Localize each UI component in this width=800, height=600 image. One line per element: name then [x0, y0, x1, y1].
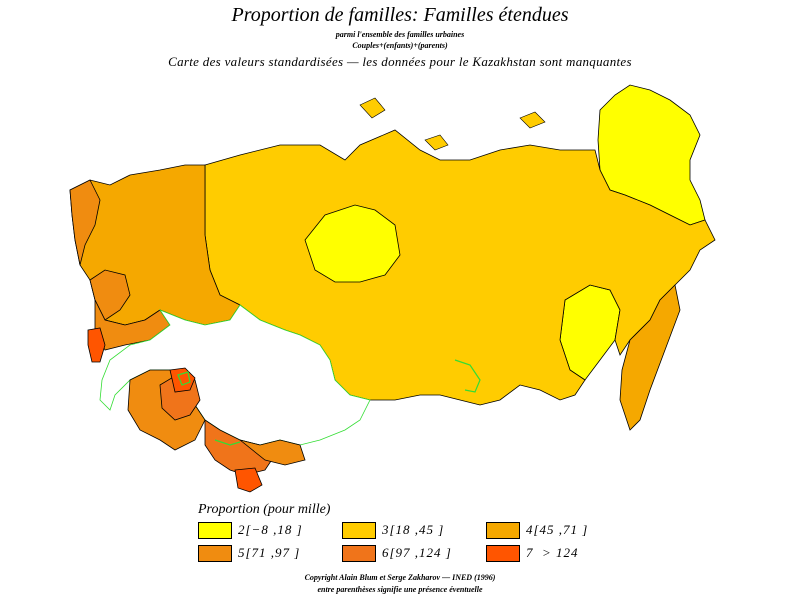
- legend-label-class7: 7 > 124: [526, 545, 579, 560]
- legend-swatch-class6: [342, 544, 376, 562]
- copyright: Copyright Alain Blum et Serge Zakharov —…: [304, 573, 496, 582]
- region-tajikistan: [204, 419, 276, 476]
- arctic-island-3: [519, 111, 546, 129]
- subtitle-note: Carte des valeurs standardisées — les do…: [168, 54, 632, 69]
- arctic-island-2: [424, 134, 449, 151]
- legend: 2[−8 ,18 ] 3[18 ,45 ] 4[45 ,71 ] 5[71 ,9…: [198, 521, 618, 565]
- region-gorno-badakhshan: [234, 467, 263, 493]
- legend-label-class5: 5[71 ,97 ]: [238, 545, 301, 560]
- aral-sea: [177, 371, 191, 386]
- legend-item-class5: 5[71 ,97 ]: [198, 544, 300, 562]
- lake-baikal: [454, 359, 481, 393]
- legend-title: Proportion (pour mille): [198, 502, 331, 517]
- subtitle-population: parmi l'ensemble des familles urbaines: [335, 30, 465, 39]
- legend-item-class6: 6[97 ,124 ]: [342, 544, 452, 562]
- footnote: entre parenthèses signifie une présence …: [317, 585, 483, 594]
- region-kyrgyzstan: [239, 439, 306, 466]
- legend-item-class7: 7 > 124: [486, 544, 579, 562]
- legend-label-class4: 4[45 ,71 ]: [526, 522, 589, 537]
- legend-item-class3: 3[18 ,45 ]: [342, 521, 444, 539]
- subtitle-definition: Couples+(enfants)+(parents): [352, 41, 448, 50]
- legend-swatch-class4: [486, 521, 520, 539]
- legend-label-class2: 2[−8 ,18 ]: [238, 522, 303, 537]
- region-yellow-central-overlay: [304, 204, 401, 283]
- legend-swatch-class3: [342, 521, 376, 539]
- region-moldova: [87, 327, 106, 363]
- legend-label-class6: 6[97 ,124 ]: [382, 545, 452, 560]
- map-title: Proportion de familles: Familles étendue…: [231, 4, 569, 26]
- region-baltics: [69, 179, 101, 266]
- legend-swatch-class2: [198, 521, 232, 539]
- region-far-east-south: [619, 284, 681, 431]
- legend-item-class4: 4[45 ,71 ]: [486, 521, 588, 539]
- legend-label-class3: 3[18 ,45 ]: [382, 522, 445, 537]
- lake-balkhash: [214, 439, 241, 446]
- legend-swatch-class5: [198, 544, 232, 562]
- arctic-island-1: [359, 97, 386, 119]
- choropleth-map: [69, 84, 716, 493]
- legend-swatch-class7: [486, 544, 520, 562]
- legend-item-class2: 2[−8 ,18 ]: [198, 521, 303, 539]
